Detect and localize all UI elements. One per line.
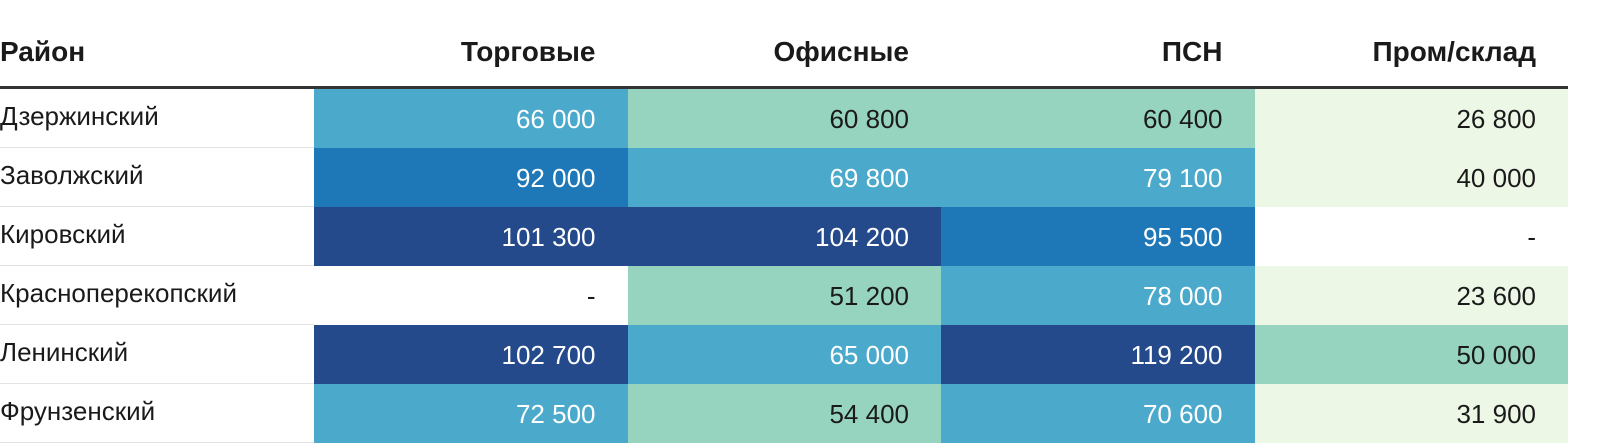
heatmap-cell: 60 800 — [627, 87, 941, 148]
row-label: Заволжский — [0, 147, 314, 207]
row-label: Кировский — [0, 206, 314, 266]
column-header-district: Район — [0, 18, 314, 89]
heatmap-cell: 31 900 — [1254, 383, 1568, 443]
heatmap-cell: 78 000 — [941, 265, 1255, 325]
row-label: Краснoперекопский — [0, 265, 314, 325]
column-header-office: Офисные — [627, 18, 941, 89]
heatmap-cell: 95 500 — [941, 206, 1255, 266]
header-row: Район Торговые Офисные ПСН Пром/склад — [0, 18, 1568, 89]
heatmap-cell: - — [1254, 206, 1568, 266]
heatmap-cell: 79 100 — [941, 147, 1255, 207]
heatmap-cell: 70 600 — [941, 383, 1255, 443]
column-header-retail: Торговые — [314, 18, 628, 89]
heatmap-cell: 40 000 — [1254, 147, 1568, 207]
heatmap-cell: 50 000 — [1254, 324, 1568, 384]
table-row: Кировский 101 300 104 200 95 500- — [0, 206, 1568, 266]
heatmap-cell: 51 200 — [627, 265, 941, 325]
heatmap-cell: 102 700 — [314, 324, 628, 384]
table-body: Дзержинский 66 000 60 800 60 400 26 800 Завол… — [0, 87, 1568, 443]
row-label: Ленинский — [0, 324, 314, 384]
heatmap-cell: 72 500 — [314, 383, 628, 443]
heatmap-cell: 119 200 — [941, 324, 1255, 384]
table-row: Краснoперекопский -51 200 78 000 23 600 — [0, 265, 1568, 325]
table-row: Заволжский 92 000 69 800 79 100 40 000 — [0, 147, 1568, 207]
heatmap-cell: 104 200 — [627, 206, 941, 266]
table-row: Ленинский 102 700 65 000 119 200 50 000 — [0, 324, 1568, 384]
heatmap-cell: 92 000 — [314, 147, 628, 207]
heatmap-cell: 54 400 — [627, 383, 941, 443]
heatmap-cell: 23 600 — [1254, 265, 1568, 325]
table-row: Фрунзенский 72 500 54 400 70 600 31 900 — [0, 383, 1568, 443]
heatmap-cell: 26 800 — [1254, 87, 1568, 148]
heatmap-cell: 66 000 — [314, 87, 628, 148]
column-header-industrial: Пром/склад — [1254, 18, 1568, 89]
heatmap-cell: 101 300 — [314, 206, 628, 266]
row-label: Фрунзенский — [0, 383, 314, 443]
column-header-psn: ПСН — [941, 18, 1255, 89]
heatmap-cell: 60 400 — [941, 87, 1255, 148]
heatmap-cell: - — [314, 265, 628, 325]
heatmap-cell: 65 000 — [627, 324, 941, 384]
heatmap-cell: 69 800 — [627, 147, 941, 207]
heatmap-table: Район Торговые Офисные ПСН Пром/склад Дз… — [0, 18, 1568, 443]
table-row: Дзержинский 66 000 60 800 60 400 26 800 — [0, 87, 1568, 148]
row-label: Дзержинский — [0, 87, 314, 148]
